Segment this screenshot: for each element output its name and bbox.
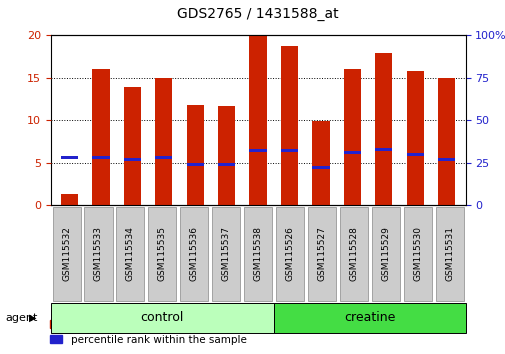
Text: GSM115533: GSM115533 (94, 227, 103, 281)
Text: GSM115536: GSM115536 (189, 227, 198, 281)
Text: GSM115532: GSM115532 (62, 227, 71, 281)
Bar (123, 87, 141, 205)
Bar (123, 158, 141, 161)
Bar (155, 156, 172, 159)
Bar (61, 156, 78, 159)
Text: GDS2765 / 1431588_at: GDS2765 / 1431588_at (177, 7, 338, 21)
Bar (218, 106, 235, 205)
Text: GSM115526: GSM115526 (285, 227, 294, 281)
Bar (374, 53, 392, 205)
Text: GSM115530: GSM115530 (412, 227, 421, 281)
Text: creatine: creatine (343, 311, 395, 324)
Bar (343, 69, 360, 205)
Text: GSM115534: GSM115534 (126, 227, 135, 281)
Bar (249, 35, 266, 205)
Text: GSM115537: GSM115537 (221, 227, 230, 281)
Bar (92, 69, 109, 205)
Bar (437, 158, 454, 161)
Bar (186, 163, 204, 166)
Bar (186, 105, 204, 205)
Bar (92, 156, 109, 159)
Bar (280, 149, 297, 153)
Bar (280, 46, 297, 205)
Bar (343, 151, 360, 154)
Text: GSM115528: GSM115528 (348, 227, 358, 281)
Text: GSM115535: GSM115535 (158, 227, 167, 281)
Text: agent: agent (5, 313, 37, 323)
Text: control: control (140, 311, 184, 324)
Legend: count, percentile rank within the sample: count, percentile rank within the sample (45, 315, 250, 349)
Bar (155, 78, 172, 205)
Bar (218, 163, 235, 166)
Bar (437, 78, 454, 205)
Bar (374, 148, 392, 151)
Text: GSM115529: GSM115529 (380, 227, 389, 281)
Bar (312, 166, 329, 170)
Text: ▶: ▶ (29, 313, 36, 323)
Text: GSM115527: GSM115527 (317, 227, 326, 281)
Bar (249, 149, 266, 153)
Text: GSM115531: GSM115531 (444, 227, 453, 281)
Text: GSM115538: GSM115538 (253, 227, 262, 281)
Bar (61, 194, 78, 205)
Bar (406, 71, 423, 205)
Bar (406, 153, 423, 156)
Bar (312, 121, 329, 205)
